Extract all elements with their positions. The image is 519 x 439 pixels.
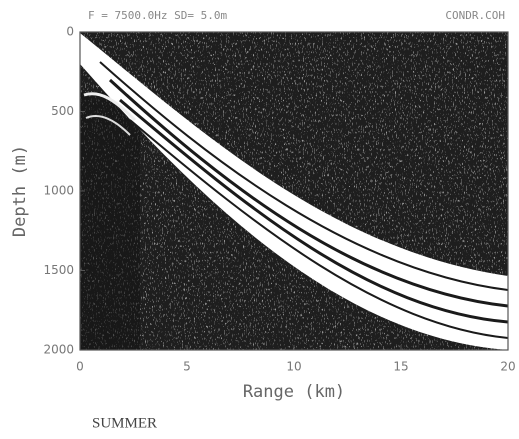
caption: SUMMER — [92, 415, 157, 431]
header-left: F = 7500.0Hz SD= 5.0m — [88, 9, 227, 22]
x-tick-label: 10 — [286, 360, 301, 374]
x-tick-label: 15 — [393, 360, 408, 374]
header-right: CONDR.COH — [445, 9, 505, 22]
y-tick-label: 0 — [66, 25, 74, 39]
x-tick-label: 20 — [500, 360, 515, 374]
y-axis-label: Depth (m) — [10, 145, 30, 237]
x-axis-label: Range (km) — [243, 382, 345, 402]
field-image — [80, 32, 508, 350]
y-tick-label: 1000 — [43, 184, 74, 198]
x-tick-label: 0 — [76, 360, 84, 374]
x-tick-label: 5 — [183, 360, 191, 374]
y-tick-label: 500 — [51, 104, 74, 118]
y-tick-label: 2000 — [43, 343, 74, 357]
y-tick-label: 1500 — [43, 263, 74, 277]
